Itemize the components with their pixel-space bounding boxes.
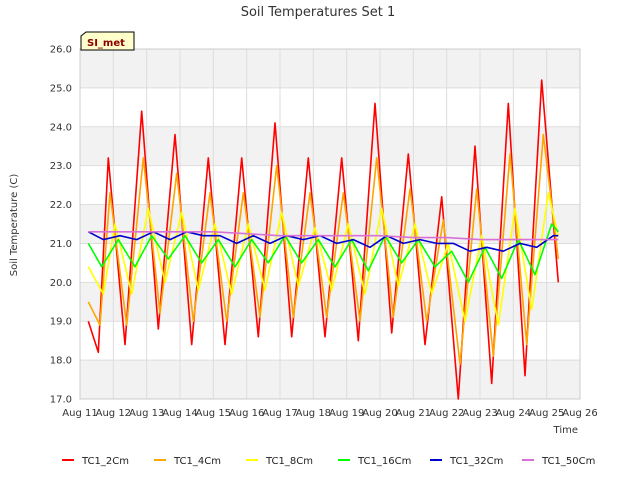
x-tick-label: Aug 20	[362, 408, 397, 419]
x-tick-label: Aug 21	[396, 408, 431, 419]
y-axis-title: Soil Temperature (C)	[9, 174, 20, 277]
legend-label: TC1_2Cm	[81, 456, 129, 467]
background-band	[80, 49, 580, 88]
y-tick-label: 20.0	[50, 278, 72, 289]
y-axis-ticks: 17.0 18.0 19.0 20.0 21.0 22.0 23.0 24.0 25.0 26.0	[50, 45, 72, 406]
site-label-box: SI_met	[80, 31, 135, 51]
legend-item: TC1_16Cm	[338, 456, 411, 467]
legend: TC1_2Cm TC1_4Cm TC1_8Cm TC1_16Cm TC1_32Cm TC1…	[62, 456, 595, 467]
x-tick-label: Aug 25	[529, 408, 564, 419]
background-band	[80, 165, 580, 205]
legend-label: TC1_32Cm	[449, 456, 503, 467]
y-tick-label: 17.0	[50, 395, 72, 406]
y-tick-label: 24.0	[50, 122, 72, 133]
legend-item: TC1_8Cm	[246, 456, 313, 467]
series-line-TC1_32Cm	[87, 231, 559, 252]
x-tick-label: Aug 26	[562, 408, 597, 419]
y-tick-label: 21.0	[50, 239, 72, 250]
legend-label: TC1_50Cm	[541, 456, 595, 467]
legend-label: TC1_8Cm	[265, 456, 313, 467]
legend-label: TC1_4Cm	[173, 456, 221, 467]
chart-title: Soil Temperatures Set 1	[241, 5, 396, 20]
x-tick-label: Aug 17	[262, 408, 297, 419]
x-tick-label: Aug 23	[462, 408, 497, 419]
series-lines	[87, 79, 560, 400]
series-line-TC1_16Cm	[87, 223, 559, 284]
x-tick-label: Aug 15	[196, 408, 231, 419]
x-tick-label: Aug 11	[62, 408, 97, 419]
background-band	[80, 321, 580, 361]
x-tick-label: Aug 22	[429, 408, 464, 419]
legend-item: TC1_4Cm	[154, 456, 221, 467]
x-tick-label: Aug 18	[296, 408, 331, 419]
y-tick-label: 23.0	[50, 161, 72, 172]
x-tick-label: Aug 19	[329, 408, 364, 419]
y-tick-label: 25.0	[50, 83, 72, 94]
legend-item: TC1_32Cm	[430, 456, 503, 467]
y-tick-label: 18.0	[50, 356, 72, 367]
site-label: SI_met	[87, 38, 125, 49]
y-tick-label: 19.0	[50, 317, 72, 328]
series-line-TC1_8Cm	[87, 192, 560, 326]
background-band	[80, 87, 580, 127]
background-band	[80, 360, 580, 399]
x-axis-title: Time	[553, 425, 578, 436]
x-tick-label: Aug 13	[129, 408, 164, 419]
legend-item: TC1_50Cm	[522, 456, 595, 467]
series-line-TC1_4Cm	[87, 133, 560, 365]
x-tick-label: Aug 16	[229, 408, 264, 419]
y-tick-label: 26.0	[50, 45, 72, 56]
legend-item: TC1_2Cm	[62, 456, 129, 467]
series-line-TC1_50Cm	[88, 231, 559, 241]
background-band	[80, 126, 580, 166]
legend-label: TC1_16Cm	[357, 456, 411, 467]
y-tick-label: 22.0	[50, 200, 72, 211]
x-tick-label: Aug 14	[162, 408, 197, 419]
x-tick-label: Aug 12	[96, 408, 131, 419]
x-tick-label: Aug 24	[496, 408, 531, 419]
plot-frame	[79, 48, 581, 400]
